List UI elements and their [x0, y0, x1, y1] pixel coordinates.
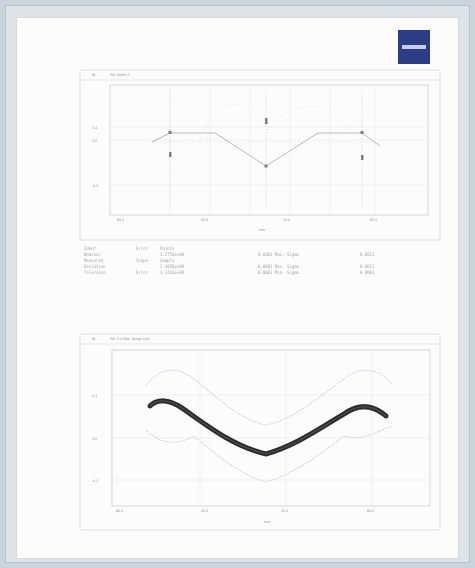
lower-y-tick-labels: 0.3 0.0 -0.3 — [92, 394, 98, 483]
upper-chart-header-2: Pkt. profile 3 — [110, 73, 130, 77]
table-cell-1: 1.2756e+00 — [160, 252, 185, 257]
upper-point-markers — [168, 118, 364, 168]
svg-text:60.0: 60.0 — [367, 509, 374, 513]
lower-x-tick-labels: -60.0 -20.0 20.0 60.0 — [115, 509, 374, 513]
table-cell-7: 0.0001 Min. Sigma — [258, 270, 299, 275]
upper-dashed-arc-1 — [199, 104, 269, 141]
report-page — [16, 17, 459, 559]
upper-chart-border — [79, 69, 441, 241]
svg-text:-60.0: -60.0 — [115, 509, 123, 513]
zeiss-logo-icon — [398, 30, 430, 64]
upper-y-tick-labels: 0.4 0.0 -0.4 — [92, 126, 98, 188]
lower-x-axis-unit: mm — [264, 520, 270, 524]
upper-chart-header-1: Nr — [92, 73, 96, 77]
upper-x-axis-unit: mm — [259, 228, 265, 232]
table-head-1: Error — [136, 246, 149, 251]
lower-chart-header-2: Pkt. 0.4 Max. Range Line — [110, 337, 150, 341]
lower-grid — [112, 350, 430, 506]
svg-text:-0.4: -0.4 — [92, 184, 98, 188]
lower-chart-header-1: Nr — [92, 337, 96, 341]
upper-markers — [169, 90, 363, 210]
measured-profile-highlight — [149, 400, 387, 455]
svg-text:-0.3: -0.3 — [92, 479, 98, 483]
table-row-label-2: Error — [136, 270, 149, 275]
table-col-label-4: Deviation — [84, 264, 106, 269]
svg-text:20.0: 20.0 — [283, 218, 290, 222]
svg-text:-60.0: -60.0 — [116, 218, 124, 222]
upper-plot-area — [109, 84, 429, 216]
lower-chart-border — [79, 333, 441, 531]
table-col-label-3: Measured — [84, 258, 104, 263]
table-cell-8: 0.0011 — [360, 252, 375, 257]
logo-wordmark — [402, 45, 426, 49]
svg-text:0.0: 0.0 — [92, 437, 97, 441]
lower-plot-area — [111, 349, 431, 507]
measured-profile-trace — [147, 398, 389, 457]
table-row-label-1: Shape — [136, 258, 149, 263]
table-cell-10: 0.0001 — [360, 270, 375, 275]
upper-dashed-arc-2 — [267, 106, 351, 136]
svg-text:-20.0: -20.0 — [200, 509, 208, 513]
svg-text:-20.0: -20.0 — [200, 218, 208, 222]
upper-x-tick-labels: -60.0 -20.0 20.0 60.0 — [116, 218, 377, 222]
results-table: Ident Nominal Measured Deviation Toleran… — [80, 246, 440, 292]
svg-text:0.3: 0.3 — [92, 394, 97, 398]
svg-text:60.0: 60.0 — [370, 218, 377, 222]
svg-text:20.0: 20.0 — [281, 509, 288, 513]
table-cell-9: 0.0011 — [360, 264, 375, 269]
lower-tolerance-band — [145, 425, 393, 483]
svg-text:0.0: 0.0 — [92, 139, 97, 143]
upper-tolerance-band — [145, 369, 393, 426]
table-cell-6: 0.0001 Max. Sigma — [258, 264, 299, 269]
table-head-2: Points — [160, 246, 175, 251]
table-col-label-5: Tolerance — [84, 270, 106, 275]
table-col-label-1: Ident — [84, 246, 97, 251]
table-cell-2: Sample — [160, 258, 175, 263]
table-cell-4: 3.2416e+00 — [160, 270, 185, 275]
svg-text:0.4: 0.4 — [92, 126, 97, 130]
table-col-label-2: Nominal — [84, 252, 101, 257]
table-cell-5: 0.6001 Max. Sigma — [258, 252, 299, 257]
table-cell-3: 2.4056e+00 — [160, 264, 185, 269]
